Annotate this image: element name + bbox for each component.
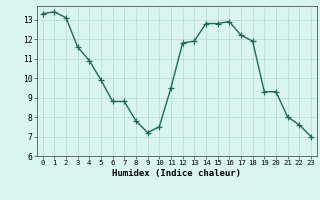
X-axis label: Humidex (Indice chaleur): Humidex (Indice chaleur)	[112, 169, 241, 178]
